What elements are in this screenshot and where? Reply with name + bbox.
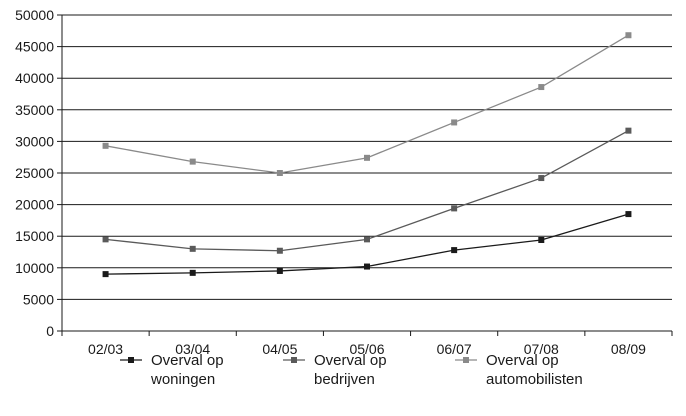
data-point [451,205,458,212]
legend-label-line: Overval op [486,352,559,369]
legend-item-2: Overval op bedrijven [283,352,387,388]
series-2 [102,127,632,254]
x-tick-label: 07/08 [524,341,559,357]
data-point [451,247,458,254]
series-line [105,130,629,252]
data-point [364,154,370,161]
legend-swatch-marker [291,357,297,363]
legend-label: Overval op woningen [150,352,224,388]
legend-label-line: Overval op [151,352,224,369]
data-point [364,263,370,270]
data-point [276,247,283,254]
legend-label-line: Overval op [314,352,387,369]
legend-swatch-marker [463,357,469,363]
y-tick-label: 25000 [15,165,54,181]
data-point [625,211,632,218]
data-point [625,127,632,134]
y-tick-label: 45000 [15,39,54,55]
y-tick-label: 50000 [15,7,54,23]
legend-label: Overval op automobilisten [486,352,583,388]
data-point [451,119,458,126]
data-point [102,236,109,243]
y-tick-label: 0 [46,323,54,339]
data-point [538,236,545,243]
series-3 [102,32,632,176]
data-point [102,271,109,278]
legend-label-line: automobilisten [486,371,583,388]
series-lines [102,32,632,278]
series-line [105,34,629,174]
y-tick-label: 10000 [15,260,54,276]
data-point [625,32,632,39]
data-point [276,267,283,274]
y-tick-label: 15000 [15,228,54,244]
data-point [189,245,196,252]
legend-label: Overval op bedrijven [314,352,387,388]
x-tick-label: 05/06 [349,341,384,357]
data-point [189,269,196,276]
data-point [538,175,545,182]
legend-item-1: Overval op woningen [120,352,224,388]
x-tick-label: 08/09 [611,341,646,357]
legend-item-3: Overval op automobilisten [455,352,583,388]
axes [57,14,673,336]
data-point [276,170,283,176]
data-point [189,158,196,165]
x-tick-label: 02/03 [88,341,123,357]
x-axis-tick-labels: 02/03 03/04 04/05 05/06 06/07 07/08 08/09 [88,341,646,357]
data-point [538,84,545,91]
y-tick-label: 40000 [15,70,54,86]
y-tick-label: 20000 [15,197,54,213]
data-point [364,236,370,243]
y-tick-label: 35000 [15,102,54,118]
y-tick-label: 30000 [15,133,54,149]
x-tick-label: 04/05 [262,341,297,357]
series-1 [102,211,632,278]
y-axis-tick-labels: 0 5000 10000 15000 20000 25000 30000 35000 40000… [15,7,54,339]
x-tick-label: 06/07 [437,341,472,357]
y-tick-label: 5000 [23,291,54,307]
data-point [102,142,109,149]
legend-label-line: woningen [150,371,215,388]
legend-label-line: bedrijven [314,371,375,388]
x-tick-label: 03/04 [175,341,210,357]
legend-swatch-marker [128,357,134,363]
gridlines [62,14,672,300]
